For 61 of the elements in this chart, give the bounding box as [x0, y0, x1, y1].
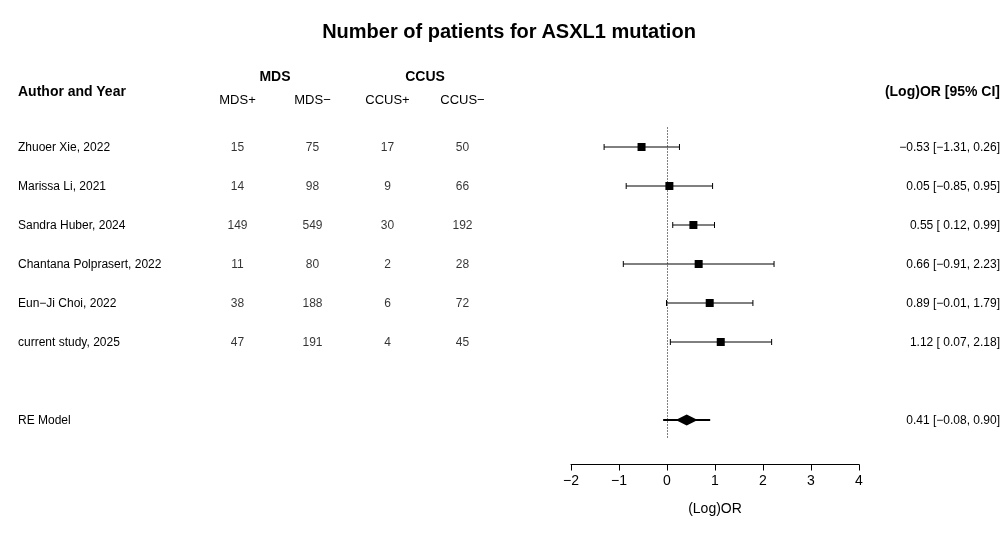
point — [637, 143, 646, 151]
text: Author and Year — [18, 83, 127, 99]
data-label: 50 — [455, 140, 470, 154]
x-tick-label: −2 — [563, 471, 580, 488]
category-label: Zhuoer Xie, 2022 — [18, 140, 111, 154]
x-tick-label: −1 — [611, 471, 628, 488]
data-label: 192 — [452, 218, 473, 232]
category-label: Chantana Polprasert, 2022 — [18, 257, 162, 271]
point — [716, 338, 725, 346]
data-label: 80 — [305, 257, 320, 271]
data-label: 188 — [302, 296, 323, 310]
x-tick-label: 4 — [855, 471, 864, 488]
text: CCUS — [405, 68, 445, 84]
y-tick-label: 0.05 [−0.85, 0.95] — [906, 179, 1000, 193]
y-tick-label: 0.41 [−0.08, 0.90] — [906, 413, 1000, 427]
data-label: 17 — [380, 140, 395, 154]
point — [705, 299, 714, 307]
category-label: RE Model — [18, 413, 71, 427]
text: MDS− — [294, 91, 331, 107]
data-label: 2 — [384, 257, 392, 271]
category-label: current study, 2025 — [18, 335, 121, 349]
point — [694, 260, 703, 268]
data-label: 549 — [302, 218, 323, 232]
y-tick-label: 1.12 [ 0.07, 2.18] — [909, 335, 1000, 349]
data-label: 98 — [305, 179, 320, 193]
data-label: 191 — [302, 335, 323, 349]
data-label: 47 — [230, 335, 245, 349]
point — [665, 182, 674, 190]
y-tick-label: 0.89 [−0.01, 1.79] — [906, 296, 1000, 310]
data-label: 72 — [455, 296, 470, 310]
y-tick-label: −0.53 [−1.31, 0.26] — [899, 140, 1000, 154]
data-label: 66 — [455, 179, 470, 193]
category-label: Eun−Ji Choi, 2022 — [18, 296, 117, 310]
category-label: Marissa Li, 2021 — [18, 179, 107, 193]
data-label: 45 — [455, 335, 470, 349]
data-label: 149 — [227, 218, 248, 232]
data-label: 38 — [230, 296, 245, 310]
x-tick-label: 2 — [759, 471, 768, 488]
text: Number of patients for ASXL1 mutation — [322, 20, 696, 42]
x-axis-title: (Log)OR — [688, 499, 742, 516]
text: MDS — [259, 68, 291, 84]
data-label: 14 — [230, 179, 245, 193]
text: CCUS− — [440, 91, 485, 107]
data-label: 6 — [384, 296, 392, 310]
data-label: 15 — [230, 140, 245, 154]
x-tick-label: 1 — [711, 471, 720, 488]
data-label: 4 — [384, 335, 392, 349]
y-tick-label: 0.55 [ 0.12, 0.99] — [909, 218, 1000, 232]
data-label: 9 — [384, 179, 392, 193]
data-label: 28 — [455, 257, 470, 271]
text: MDS+ — [219, 91, 256, 107]
y-tick-label: 0.66 [−0.91, 2.23] — [906, 257, 1000, 271]
x-tick-label: 0 — [663, 471, 672, 488]
y2-axis-title: (Log)OR [95% CI] — [884, 83, 1001, 99]
data-label: 30 — [380, 218, 395, 232]
point — [689, 221, 698, 229]
x-tick-label: 3 — [807, 471, 816, 488]
text: CCUS+ — [365, 91, 410, 107]
data-label: 75 — [305, 140, 320, 154]
category-label: Sandra Huber, 2024 — [18, 218, 126, 232]
data-label: 11 — [231, 257, 245, 271]
